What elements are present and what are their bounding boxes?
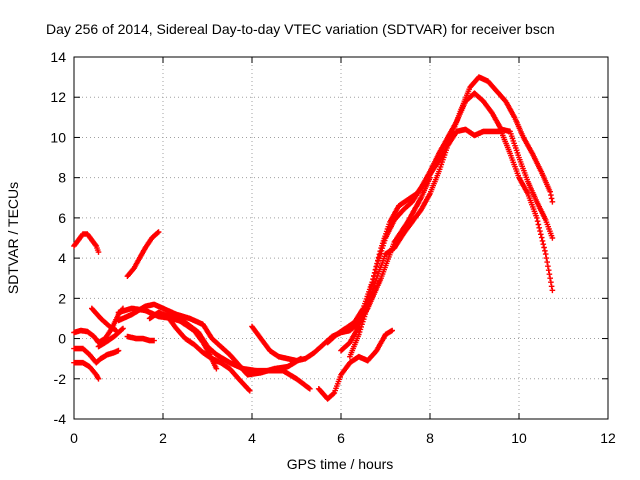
chart-title: Day 256 of 2014, Sidereal Day-to-day VTE…: [46, 21, 555, 37]
x-tick-label: 4: [248, 430, 256, 446]
series-arc-1: [71, 231, 102, 255]
y-tick-label: 0: [58, 331, 66, 347]
series-arc-15: [324, 74, 556, 346]
series-arc-5: [89, 305, 120, 334]
y-tick-label: 8: [58, 170, 66, 186]
series-arc-3: [71, 345, 122, 366]
series-arc-17: [347, 126, 556, 360]
y-tick-label: 14: [50, 49, 66, 65]
series-arc-11: [146, 309, 253, 394]
series-arc-12: [160, 311, 220, 372]
series-arc-7: [124, 229, 162, 279]
y-tick-label: 12: [50, 89, 66, 105]
series-arc-8: [124, 333, 157, 344]
x-tick-label: 10: [511, 430, 527, 446]
y-tick-label: 2: [58, 290, 66, 306]
series-arc-6: [95, 325, 126, 350]
y-tick-label: 6: [58, 210, 66, 226]
series-arc-4: [71, 359, 102, 382]
y-tick-label: 10: [50, 129, 66, 145]
y-tick-label: -4: [54, 411, 67, 427]
x-tick-label: 0: [70, 430, 78, 446]
x-tick-label: 2: [159, 430, 167, 446]
y-tick-label: 4: [58, 250, 66, 266]
x-axis-label: GPS time / hours: [287, 456, 394, 472]
grid: [74, 57, 608, 419]
x-tick-label: 8: [426, 430, 434, 446]
x-tick-label: 12: [600, 430, 616, 446]
series-arc-14: [315, 327, 395, 402]
x-tick-label: 6: [337, 430, 345, 446]
y-tick-label: -2: [54, 371, 67, 387]
y-axis-label: SDTVAR / TECUs: [5, 182, 21, 294]
data-series: [71, 74, 556, 402]
axis-ticks: 0 2 4 6 8 10 12 -4 -2 0 2 4 6 8 10 12 14: [50, 49, 616, 446]
